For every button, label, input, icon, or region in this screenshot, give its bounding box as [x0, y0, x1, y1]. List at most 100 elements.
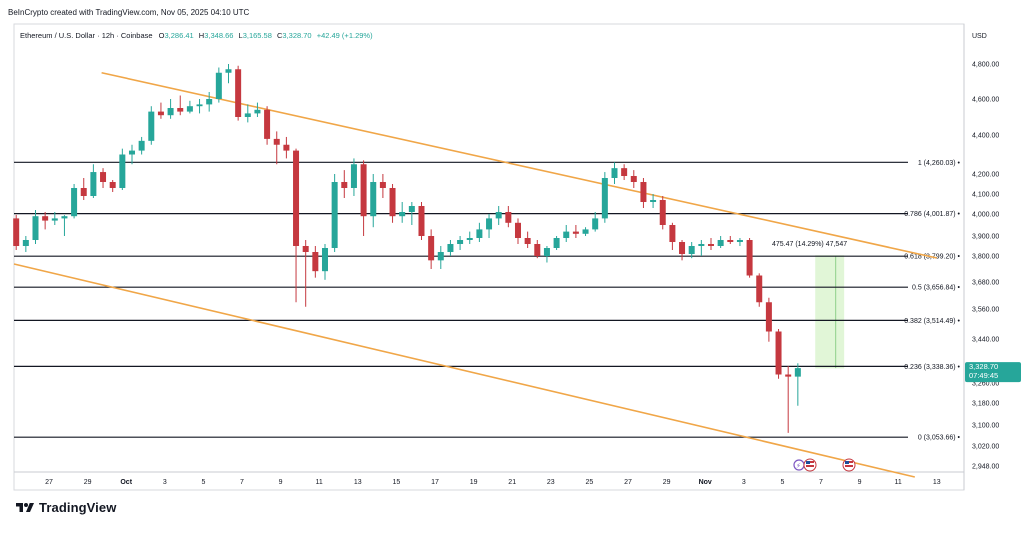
candle — [341, 170, 348, 198]
candle — [51, 212, 58, 225]
y-tick-label: 3,680.00 — [972, 280, 999, 287]
candle-body — [447, 244, 454, 252]
candle — [138, 136, 145, 155]
candle-body — [331, 182, 338, 248]
candle-body — [785, 374, 792, 377]
flag-icon[interactable] — [803, 458, 817, 472]
candle — [495, 206, 502, 225]
x-tick-label: 11 — [316, 479, 323, 486]
y-tick-label: 3,020.00 — [972, 444, 999, 451]
candle — [572, 225, 579, 238]
candle — [659, 196, 666, 230]
candle-body — [736, 240, 743, 242]
candle-body — [611, 168, 618, 178]
candle — [100, 168, 107, 188]
flag-icon[interactable] — [842, 458, 856, 472]
candle — [698, 240, 705, 256]
candle-body — [601, 178, 608, 219]
candle-body — [350, 164, 357, 188]
candle — [109, 180, 116, 192]
y-tick-label: 4,800.00 — [972, 62, 999, 69]
x-tick-label: 21 — [508, 479, 516, 486]
candle — [215, 67, 222, 103]
candle — [379, 174, 386, 198]
candle — [669, 222, 676, 250]
last-price-value: 3,328.70 — [969, 362, 998, 371]
candle-body — [698, 244, 705, 246]
candle-body — [524, 238, 531, 244]
x-tick-label: 3 — [742, 479, 746, 486]
x-tick-label: 7 — [819, 479, 823, 486]
candle-body — [621, 168, 628, 176]
candle-body — [495, 212, 502, 219]
tradingview-logo[interactable]: TradingView — [14, 500, 116, 515]
candle — [736, 238, 743, 246]
y-tick-label: 3,440.00 — [972, 337, 999, 344]
open-label: O — [159, 31, 165, 40]
candle — [350, 158, 357, 196]
candle-body — [727, 240, 734, 242]
candle-body — [119, 154, 126, 188]
candle — [486, 214, 493, 238]
candle-body — [389, 188, 396, 217]
candle — [650, 194, 657, 208]
candle — [524, 231, 531, 248]
candle — [630, 170, 637, 188]
event-icon[interactable]: ⚡ — [793, 459, 805, 471]
chart-credit: BeInCrypto created with TradingView.com,… — [8, 8, 250, 17]
chart-frame — [13, 23, 965, 491]
candle — [13, 214, 20, 250]
candle — [157, 102, 164, 119]
y-tick-label: 4,000.00 — [972, 212, 999, 219]
candle-body — [109, 182, 116, 188]
candle-body — [128, 150, 135, 155]
candle — [534, 240, 541, 259]
candle — [22, 236, 29, 252]
x-tick-label: Nov — [699, 479, 712, 486]
candle-body — [379, 182, 386, 188]
x-tick-label: 15 — [393, 479, 401, 486]
candle-body — [543, 248, 550, 256]
candle — [167, 99, 174, 119]
x-tick-label: 9 — [858, 479, 862, 486]
candle-body — [293, 150, 300, 246]
candle — [61, 215, 68, 236]
candle — [746, 238, 753, 278]
candle — [592, 212, 599, 232]
measure-range-box — [815, 255, 845, 369]
candle — [611, 162, 618, 184]
fib-level-label: 1 (4,260.03) • — [918, 160, 961, 167]
candle-body — [437, 252, 444, 261]
candle-body — [206, 99, 213, 105]
candle-body — [582, 229, 589, 234]
bar-countdown: 07:49:45 — [969, 371, 998, 380]
candle — [177, 95, 184, 116]
high-label: H — [199, 31, 204, 40]
x-tick-label: 11 — [895, 479, 902, 486]
candle-body — [534, 244, 541, 256]
candle-body — [659, 200, 666, 225]
y-tick-label: 3,560.00 — [972, 307, 999, 314]
candle-body — [717, 240, 724, 246]
candle-body — [148, 111, 155, 141]
candle — [254, 102, 261, 117]
candle-body — [505, 212, 512, 223]
chart-legend: Ethereum / U.S. Dollar · 12h · Coinbase … — [20, 31, 373, 40]
candle-body — [630, 176, 637, 182]
candle-body — [466, 238, 473, 240]
candle — [553, 236, 560, 250]
candle-body — [688, 246, 695, 254]
candle — [418, 202, 425, 240]
x-tick-label: 29 — [663, 479, 671, 486]
candle-body — [775, 331, 782, 375]
x-tick-label: Oct — [120, 479, 132, 486]
candle — [399, 202, 406, 223]
candle — [264, 106, 271, 145]
open-value: 3,286.41 — [165, 31, 194, 40]
candle-body — [486, 218, 493, 230]
candle-body — [476, 229, 483, 238]
candle-body — [418, 206, 425, 236]
candle-body — [756, 275, 763, 303]
candle-body — [80, 188, 87, 196]
